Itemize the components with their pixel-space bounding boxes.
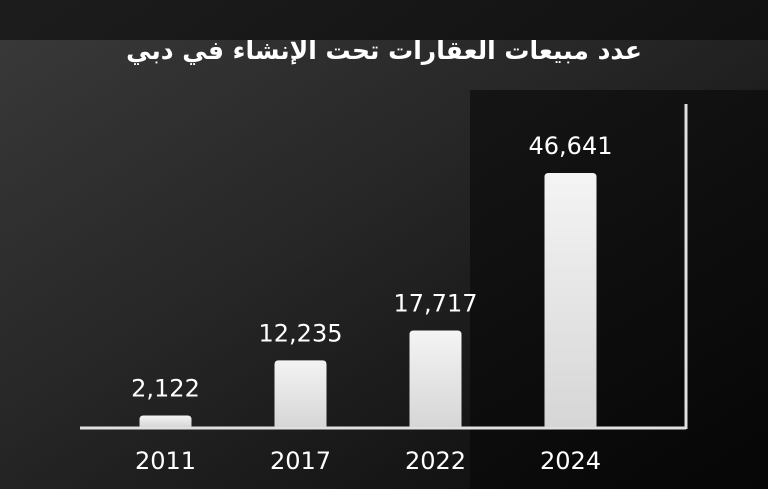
x-tick-label: 2017 [270,447,331,475]
x-tick-label: 2024 [540,447,601,475]
value-label: 46,641 [529,132,613,160]
value-label: 17,717 [394,290,478,318]
bar [544,173,597,427]
bar [139,415,192,427]
background-top [0,0,768,40]
bar [274,360,327,427]
x-tick-label: 2011 [135,447,196,475]
bar [409,330,462,427]
sea-shade [470,90,768,489]
value-label: 2,122 [131,374,200,402]
x-tick-label: 2022 [405,447,466,475]
chart-title: عدد مبيعات العقارات تحت الإنشاء في دبي [126,36,642,65]
value-label: 12,235 [259,319,343,347]
